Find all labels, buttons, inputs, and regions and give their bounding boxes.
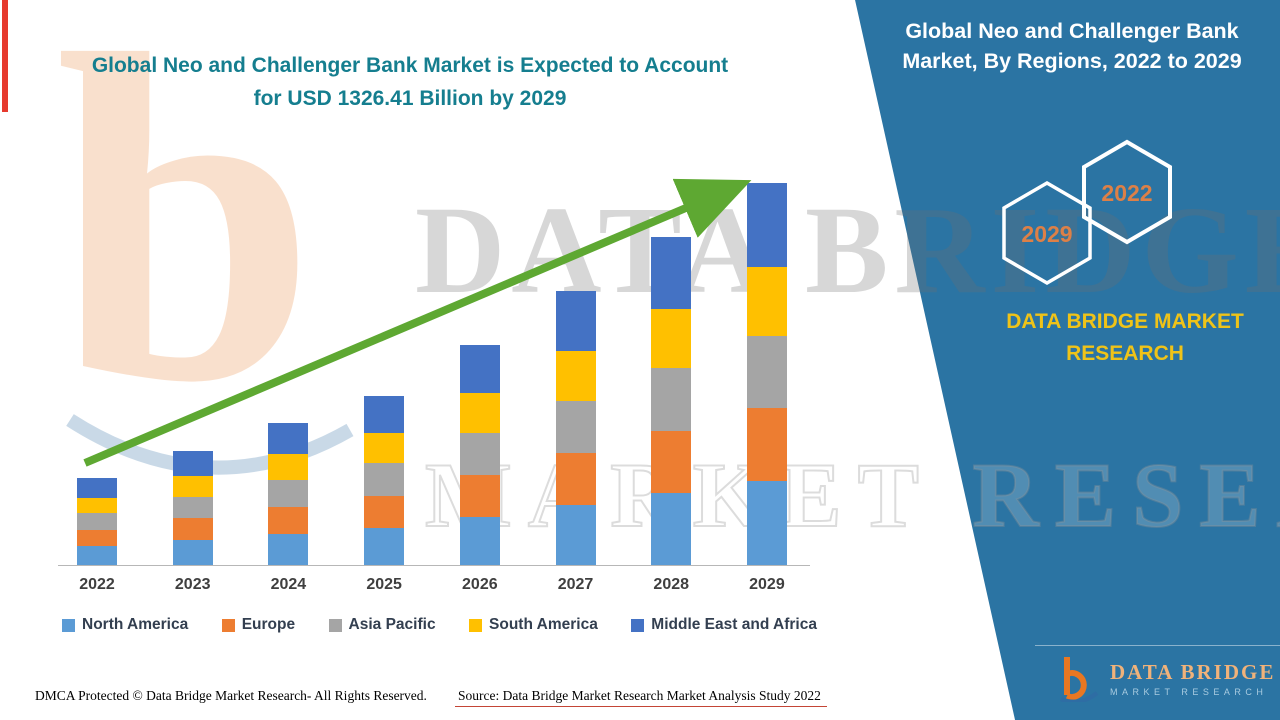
bar-segment xyxy=(459,344,500,394)
bar-segment xyxy=(746,183,787,267)
hexagon-badge-2022-icon xyxy=(1082,139,1172,245)
hexagon-badge-2029-icon xyxy=(1002,180,1092,286)
bar-segment xyxy=(268,506,309,534)
bar-2027 xyxy=(555,291,596,565)
bar-segment xyxy=(364,463,405,496)
x-axis-line xyxy=(58,565,810,566)
bar-segment xyxy=(77,546,117,565)
bar-segment xyxy=(555,400,596,453)
legend-label: Europe xyxy=(241,616,296,633)
badge-year-front: 2022 xyxy=(1101,180,1152,206)
legend-label: Middle East and Africa xyxy=(651,616,817,633)
legend-item: Middle East and Africa xyxy=(631,616,817,634)
bar-segment xyxy=(651,492,692,565)
bar-segment xyxy=(555,504,596,565)
bar-segment xyxy=(555,351,596,401)
bar-segment xyxy=(268,533,309,565)
red-accent-stripe xyxy=(2,0,8,112)
bar-2025 xyxy=(364,395,405,565)
bar-segment xyxy=(651,368,692,431)
legend-label: South America xyxy=(489,616,598,633)
bar-2026 xyxy=(459,344,500,565)
legend-swatch xyxy=(469,618,483,632)
bar-segment xyxy=(746,480,787,565)
bar-segment xyxy=(459,474,500,517)
legend-item: South America xyxy=(469,616,598,634)
bar-segment xyxy=(364,432,405,464)
bar-segment xyxy=(459,393,500,434)
x-axis-label: 2022 xyxy=(79,576,115,593)
databridge-logo-b-icon xyxy=(1060,657,1099,702)
bar-segment xyxy=(364,395,405,433)
bar-segment xyxy=(651,237,692,310)
bar-segment xyxy=(172,539,213,565)
bar-segment xyxy=(555,452,596,505)
footer-underline xyxy=(455,706,827,707)
bar-2022 xyxy=(77,478,117,565)
legend-label: Asia Pacific xyxy=(348,616,436,633)
bar-segment xyxy=(555,291,596,352)
panel-divider xyxy=(1035,645,1280,646)
bar-2029 xyxy=(746,183,787,565)
year-badges: 2029 2022 xyxy=(1002,139,1172,286)
bar-segment xyxy=(268,423,309,455)
x-axis-label: 2028 xyxy=(653,576,690,593)
legend-item: Asia Pacific xyxy=(328,616,436,634)
x-axis-label: 2023 xyxy=(174,576,211,593)
bar-segment xyxy=(746,335,787,409)
bar-segment xyxy=(459,516,500,565)
bars xyxy=(77,183,787,565)
bar-segment xyxy=(746,408,787,481)
bar-segment xyxy=(459,433,500,475)
bar-segment xyxy=(172,518,213,540)
databridge-logo: DATA BRIDGE MARKET RESEARCH xyxy=(1058,654,1275,702)
x-axis-label: 2026 xyxy=(462,576,498,593)
bar-segment xyxy=(364,495,405,528)
bar-segment xyxy=(77,497,117,514)
chart-title: Global Neo and Challenger Bank Market is… xyxy=(60,50,760,115)
bar-segment xyxy=(77,513,117,530)
bar-2023 xyxy=(172,451,213,565)
chart-title-line1: Global Neo and Challenger Bank Market is… xyxy=(91,54,729,77)
bar-segment xyxy=(746,266,787,336)
bar-segment xyxy=(268,479,309,507)
bar-segment xyxy=(364,527,405,565)
legend-item: Europe xyxy=(221,616,296,634)
legend-swatch xyxy=(328,618,342,632)
bar-segment xyxy=(77,478,117,498)
brand-text: DATA BRIDGE MARKET RESEARCH xyxy=(1006,310,1244,365)
legend-swatch xyxy=(221,618,235,632)
badge-year-back: 2029 xyxy=(1021,221,1072,247)
bar-2028 xyxy=(651,237,692,565)
legend-item: North America xyxy=(62,616,188,634)
databridge-logo-text: DATA BRIDGE MARKET RESEARCH xyxy=(1110,660,1275,697)
legend-label: North America xyxy=(82,616,189,633)
bar-segment xyxy=(651,309,692,369)
bar-segment xyxy=(172,451,213,477)
bar-segment xyxy=(268,454,309,480)
logo-name: DATA BRIDGE xyxy=(1110,659,1276,684)
chart-title-line2: for USD 1326.41 Billion by 2029 xyxy=(253,86,567,110)
footer-source: Source: Data Bridge Market Research Mark… xyxy=(458,688,821,703)
x-axis-label: 2024 xyxy=(270,576,307,593)
legend-swatch xyxy=(631,618,645,632)
x-axis-labels: 2022 2023 2024 2025 2026 2027 2028 2029 xyxy=(77,576,787,594)
bar-segment xyxy=(172,496,213,519)
legend-swatch xyxy=(62,618,75,632)
logo-subtitle: MARKET RESEARCH xyxy=(1110,686,1268,697)
x-axis-label: 2025 xyxy=(366,576,402,593)
bar-2024 xyxy=(268,423,309,565)
legend: North America Europe Asia Pacific South Ame… xyxy=(62,616,817,634)
bar-segment xyxy=(77,529,117,546)
footer-dmca: DMCA Protected © Data Bridge Market Rese… xyxy=(35,688,427,703)
bar-segment xyxy=(172,476,213,497)
x-axis-label: 2027 xyxy=(557,576,594,593)
panel-heading: Global Neo and Challenger Bank Market, B… xyxy=(902,19,1242,74)
x-axis-label: 2029 xyxy=(749,576,785,593)
bar-segment xyxy=(651,430,692,493)
